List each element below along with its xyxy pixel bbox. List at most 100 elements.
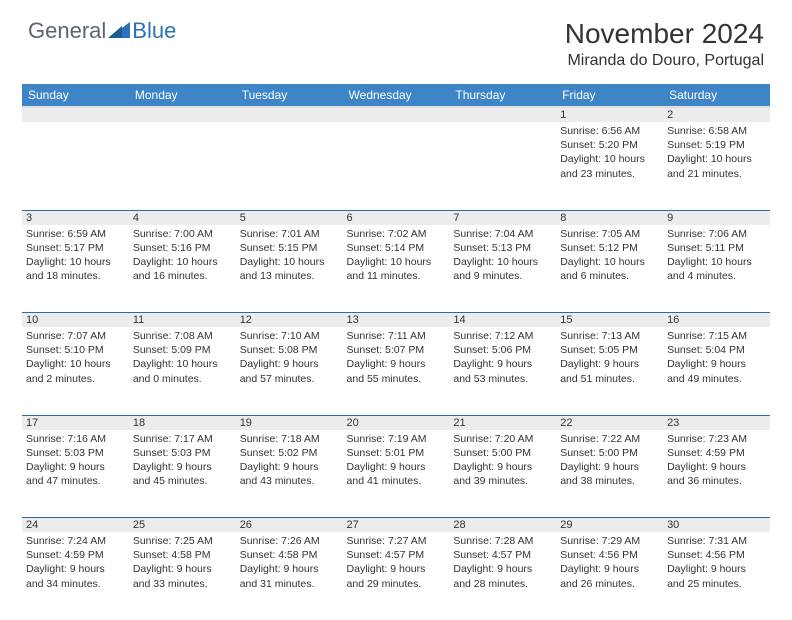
calendar-table: Sunday Monday Tuesday Wednesday Thursday… [22, 84, 770, 620]
day-number: 18 [133, 417, 232, 429]
logo-triangle-icon [108, 18, 130, 44]
day-content-cell: Sunrise: 7:20 AM Sunset: 5:00 PM Dayligh… [449, 430, 556, 518]
day-sun-info: Sunrise: 7:26 AM Sunset: 4:58 PM Dayligh… [240, 534, 339, 591]
day-content-cell: Sunrise: 7:07 AM Sunset: 5:10 PM Dayligh… [22, 327, 129, 415]
day-sun-info: Sunrise: 7:18 AM Sunset: 5:02 PM Dayligh… [240, 432, 339, 489]
day-sun-info: Sunrise: 7:22 AM Sunset: 5:00 PM Dayligh… [560, 432, 659, 489]
day-number-cell: 25 [129, 518, 236, 533]
day-number: 23 [667, 417, 766, 429]
day-number: 28 [453, 519, 552, 531]
day-content-cell: Sunrise: 6:58 AM Sunset: 5:19 PM Dayligh… [663, 122, 770, 210]
day-content-cell [343, 122, 450, 210]
day-content-cell: Sunrise: 7:22 AM Sunset: 5:00 PM Dayligh… [556, 430, 663, 518]
header: General Blue November 2024 Miranda do Do… [0, 0, 792, 78]
day-number: 26 [240, 519, 339, 531]
day-number: 29 [560, 519, 659, 531]
day-sun-info: Sunrise: 7:19 AM Sunset: 5:01 PM Dayligh… [347, 432, 446, 489]
logo-text-2: Blue [132, 18, 176, 44]
day-number: 21 [453, 417, 552, 429]
day-content-cell: Sunrise: 7:08 AM Sunset: 5:09 PM Dayligh… [129, 327, 236, 415]
day-number-cell: 27 [343, 518, 450, 533]
weekday-header: Thursday [449, 84, 556, 107]
day-number-cell: 12 [236, 313, 343, 328]
day-content-cell: Sunrise: 7:15 AM Sunset: 5:04 PM Dayligh… [663, 327, 770, 415]
day-sun-info: Sunrise: 7:11 AM Sunset: 5:07 PM Dayligh… [347, 329, 446, 386]
daynum-row: 17 18 19 20 21 22 23 [22, 415, 770, 430]
day-content-cell: Sunrise: 7:29 AM Sunset: 4:56 PM Dayligh… [556, 532, 663, 620]
day-content-cell: Sunrise: 7:23 AM Sunset: 4:59 PM Dayligh… [663, 430, 770, 518]
weekday-header: Wednesday [343, 84, 450, 107]
day-number-cell: 23 [663, 415, 770, 430]
day-content-cell: Sunrise: 7:24 AM Sunset: 4:59 PM Dayligh… [22, 532, 129, 620]
day-sun-info: Sunrise: 7:20 AM Sunset: 5:00 PM Dayligh… [453, 432, 552, 489]
day-number-cell: 24 [22, 518, 129, 533]
day-number: 11 [133, 314, 232, 326]
day-number: 25 [133, 519, 232, 531]
day-number-cell: 2 [663, 107, 770, 122]
weekday-header: Monday [129, 84, 236, 107]
day-number-cell: 30 [663, 518, 770, 533]
day-number-cell: 1 [556, 107, 663, 122]
day-number: 3 [26, 212, 125, 224]
day-sun-info: Sunrise: 7:07 AM Sunset: 5:10 PM Dayligh… [26, 329, 125, 386]
day-number-cell: 3 [22, 210, 129, 225]
day-number-cell: 10 [22, 313, 129, 328]
location-label: Miranda do Douro, Portugal [565, 52, 764, 70]
day-number-cell: 29 [556, 518, 663, 533]
day-number: 1 [560, 109, 659, 121]
day-number: 27 [347, 519, 446, 531]
day-content-cell: Sunrise: 7:05 AM Sunset: 5:12 PM Dayligh… [556, 225, 663, 313]
day-number: 13 [347, 314, 446, 326]
day-content-row: Sunrise: 7:16 AM Sunset: 5:03 PM Dayligh… [22, 430, 770, 518]
day-number: 17 [26, 417, 125, 429]
day-content-cell [22, 122, 129, 210]
day-sun-info: Sunrise: 7:15 AM Sunset: 5:04 PM Dayligh… [667, 329, 766, 386]
day-number-cell: 26 [236, 518, 343, 533]
day-number-cell: 19 [236, 415, 343, 430]
day-sun-info: Sunrise: 7:17 AM Sunset: 5:03 PM Dayligh… [133, 432, 232, 489]
day-number: 2 [667, 109, 766, 121]
day-content-cell: Sunrise: 7:16 AM Sunset: 5:03 PM Dayligh… [22, 430, 129, 518]
day-number-cell: 11 [129, 313, 236, 328]
day-sun-info: Sunrise: 7:29 AM Sunset: 4:56 PM Dayligh… [560, 534, 659, 591]
weekday-header: Friday [556, 84, 663, 107]
day-number-cell: 4 [129, 210, 236, 225]
day-sun-info: Sunrise: 7:27 AM Sunset: 4:57 PM Dayligh… [347, 534, 446, 591]
day-content-cell: Sunrise: 7:18 AM Sunset: 5:02 PM Dayligh… [236, 430, 343, 518]
day-content-cell: Sunrise: 6:59 AM Sunset: 5:17 PM Dayligh… [22, 225, 129, 313]
daynum-row: 24 25 26 27 28 29 30 [22, 518, 770, 533]
day-sun-info: Sunrise: 7:04 AM Sunset: 5:13 PM Dayligh… [453, 227, 552, 284]
day-number: 15 [560, 314, 659, 326]
day-number: 14 [453, 314, 552, 326]
day-number: 10 [26, 314, 125, 326]
day-number-cell: 13 [343, 313, 450, 328]
weekday-header: Sunday [22, 84, 129, 107]
day-number-cell: 16 [663, 313, 770, 328]
day-content-cell: Sunrise: 7:10 AM Sunset: 5:08 PM Dayligh… [236, 327, 343, 415]
daynum-row: 3456789 [22, 210, 770, 225]
day-sun-info: Sunrise: 7:24 AM Sunset: 4:59 PM Dayligh… [26, 534, 125, 591]
day-number: 8 [560, 212, 659, 224]
day-sun-info: Sunrise: 7:05 AM Sunset: 5:12 PM Dayligh… [560, 227, 659, 284]
day-number-cell [449, 107, 556, 122]
day-number: 20 [347, 417, 446, 429]
day-sun-info: Sunrise: 6:59 AM Sunset: 5:17 PM Dayligh… [26, 227, 125, 284]
day-content-cell: Sunrise: 7:13 AM Sunset: 5:05 PM Dayligh… [556, 327, 663, 415]
day-sun-info: Sunrise: 7:06 AM Sunset: 5:11 PM Dayligh… [667, 227, 766, 284]
page-title: November 2024 [565, 18, 764, 50]
logo-text-1: General [28, 18, 106, 44]
day-content-cell: Sunrise: 7:00 AM Sunset: 5:16 PM Dayligh… [129, 225, 236, 313]
day-number-cell: 21 [449, 415, 556, 430]
day-number-cell: 5 [236, 210, 343, 225]
day-number: 22 [560, 417, 659, 429]
day-sun-info: Sunrise: 7:28 AM Sunset: 4:57 PM Dayligh… [453, 534, 552, 591]
calendar-body: 12Sunrise: 6:56 AM Sunset: 5:20 PM Dayli… [22, 107, 770, 620]
day-number-cell: 20 [343, 415, 450, 430]
day-number-cell: 6 [343, 210, 450, 225]
day-content-row: Sunrise: 6:56 AM Sunset: 5:20 PM Dayligh… [22, 122, 770, 210]
day-sun-info: Sunrise: 7:01 AM Sunset: 5:15 PM Dayligh… [240, 227, 339, 284]
day-content-cell: Sunrise: 7:11 AM Sunset: 5:07 PM Dayligh… [343, 327, 450, 415]
day-number-cell: 22 [556, 415, 663, 430]
weekday-header: Saturday [663, 84, 770, 107]
day-number-cell: 18 [129, 415, 236, 430]
